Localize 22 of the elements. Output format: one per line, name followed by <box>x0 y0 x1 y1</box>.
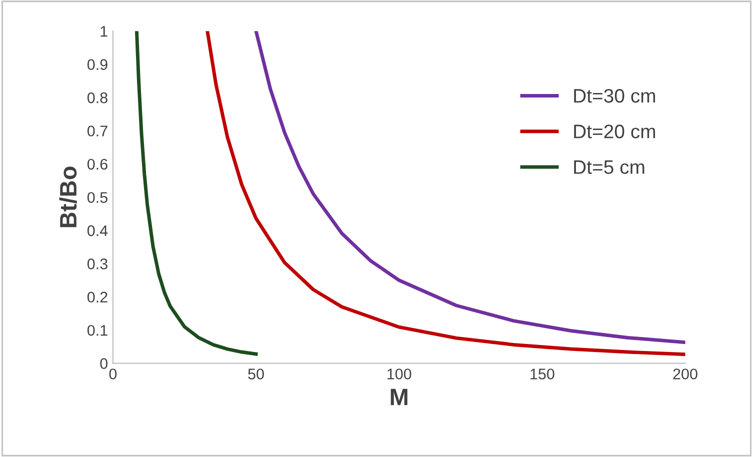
y-tick-label: 0.7 <box>87 126 108 136</box>
y-tick-label: 0.8 <box>87 92 108 104</box>
legend-label: Dt=5 cm <box>574 160 644 174</box>
y-axis-title: Bt/Bo <box>59 166 77 228</box>
line-series <box>134 31 258 356</box>
y-tick-label: 0 <box>100 358 108 369</box>
y-tick-label: 0.5 <box>87 192 108 203</box>
y-tick-label: 0.4 <box>87 225 108 236</box>
y-tick-label: 0.1 <box>87 324 108 336</box>
x-tick-label: 150 <box>530 368 554 380</box>
y-tick-label: 0.9 <box>87 59 108 70</box>
legend-label: Dt=30 cm <box>574 88 656 103</box>
x-axis-title: M <box>390 388 408 406</box>
x-tick-label: 100 <box>388 368 412 380</box>
y-tick-label: 0.3 <box>87 258 108 270</box>
y-tick-label: 1 <box>100 26 108 37</box>
x-tick-label: 0 <box>109 368 117 380</box>
y-tick-label: 0.2 <box>87 292 108 303</box>
y-tick-label: 0.6 <box>87 158 108 170</box>
legend-label: Dt=20 cm <box>574 124 656 138</box>
x-tick-label: 200 <box>673 368 698 380</box>
x-tick-label: 50 <box>248 368 264 380</box>
